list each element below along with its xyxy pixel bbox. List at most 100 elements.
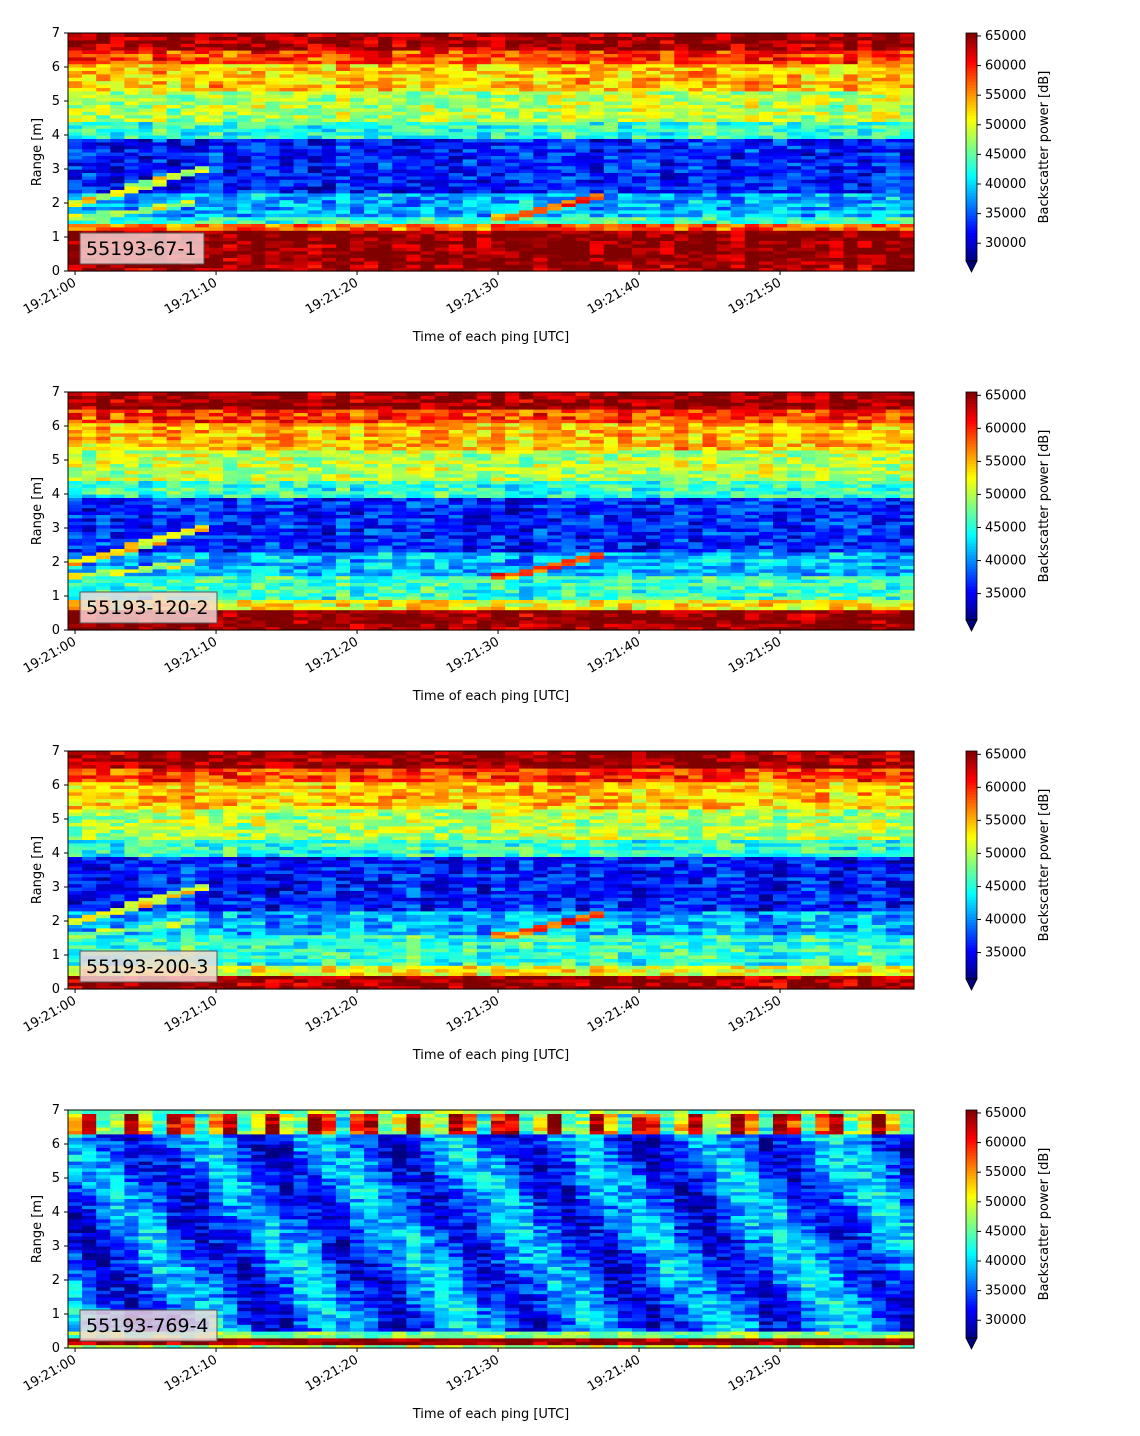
heatmap-cell (138, 223, 154, 228)
heatmap-cell (378, 107, 393, 112)
heatmap-cell (321, 175, 337, 180)
heatmap-cell (392, 199, 407, 204)
heatmap-cell (476, 155, 492, 160)
heatmap-cell (632, 101, 647, 105)
heatmap-cell (110, 226, 125, 231)
heatmap-cell (265, 267, 281, 272)
heatmap-cell (68, 121, 83, 126)
heatmap-cell (392, 94, 407, 99)
heatmap-cell (307, 216, 323, 221)
heatmap-cell (335, 39, 351, 44)
heatmap-cell (237, 77, 252, 82)
heatmap-cell (420, 169, 436, 173)
heatmap-cell (660, 203, 675, 207)
heatmap-cell (279, 158, 295, 163)
heatmap-cell (166, 60, 182, 65)
heatmap-cell (702, 264, 718, 269)
heatmap-cell (702, 196, 718, 201)
heatmap-cell (110, 155, 125, 160)
heatmap-cell (392, 121, 407, 126)
heatmap-cell (561, 111, 577, 116)
heatmap-cell (293, 233, 309, 238)
heatmap-cell (223, 114, 238, 119)
heatmap-cell (702, 257, 718, 262)
heatmap-cell (237, 247, 252, 252)
heatmap-cell (180, 179, 196, 184)
heatmap-cell (335, 33, 351, 37)
heatmap-cell (194, 124, 210, 129)
heatmap-cell (519, 67, 534, 71)
heatmap-cell (378, 162, 393, 167)
heatmap-cell (110, 70, 125, 75)
heatmap-cell (209, 260, 224, 265)
heatmap-cell (646, 172, 661, 177)
heatmap-cell (335, 158, 351, 163)
heatmap-cell (758, 131, 774, 136)
heatmap-cell (448, 121, 464, 126)
heatmap-cell (237, 56, 252, 61)
heatmap-cell (293, 264, 309, 269)
heatmap-cell (68, 90, 83, 95)
heatmap-cell (279, 43, 295, 48)
heatmap-cell (420, 254, 436, 258)
heatmap-cell (209, 152, 224, 156)
heatmap-cell (82, 453, 97, 458)
heatmap-cell (293, 230, 309, 235)
heatmap-cell (491, 250, 506, 255)
heatmap-cell (420, 240, 436, 245)
heatmap-cell (688, 179, 704, 184)
heatmap-cell (335, 237, 351, 241)
heatmap-cell (617, 107, 633, 112)
heatmap-cell (293, 182, 309, 187)
heatmap-cell (519, 158, 534, 163)
heatmap-cell (265, 213, 281, 218)
heatmap-cell (702, 158, 718, 163)
heatmap-cell (674, 138, 689, 143)
heatmap-cell (251, 152, 266, 156)
heatmap-cell (68, 63, 83, 68)
heatmap-cell (660, 186, 675, 190)
heatmap-cell (505, 175, 520, 180)
heatmap-cell (392, 46, 407, 51)
heatmap-cell (462, 247, 478, 252)
heatmap-cell (251, 175, 266, 180)
heatmap-cell (335, 36, 351, 41)
heatmap-cell (406, 267, 422, 272)
heatmap-cell (152, 392, 168, 396)
heatmap-cell (279, 155, 295, 160)
heatmap-cell (194, 43, 210, 48)
heatmap-cell (392, 111, 407, 116)
heatmap-cell (730, 158, 746, 163)
heatmap-cell (110, 169, 125, 173)
heatmap-cell (829, 264, 845, 269)
heatmap-cell (533, 80, 548, 85)
heatmap-cell (758, 216, 774, 221)
heatmap-cell (688, 172, 704, 177)
heatmap-cell (321, 152, 337, 156)
heatmap-cell (392, 250, 407, 255)
heatmap-cell (364, 77, 379, 82)
heatmap-cell (335, 118, 351, 122)
heatmap-cell (702, 209, 718, 214)
heatmap-cell (617, 196, 633, 201)
heatmap-cell (138, 175, 154, 180)
heatmap-cell (434, 175, 450, 180)
heatmap-cell (575, 39, 591, 44)
heatmap-cell (589, 165, 605, 170)
heatmap-cell (547, 77, 563, 82)
heatmap-cell (166, 226, 182, 231)
heatmap-cell (547, 213, 563, 218)
heatmap-cell (194, 135, 210, 139)
heatmap-cell (843, 226, 859, 231)
heatmap-cell (646, 182, 661, 187)
heatmap-cell (448, 73, 464, 78)
y-tick-label: 0 (52, 264, 60, 279)
heatmap-cell (519, 179, 534, 184)
heatmap-cell (617, 257, 633, 262)
heatmap-cell (632, 189, 647, 194)
heatmap-cell (392, 90, 407, 95)
heatmap-cell (279, 216, 295, 221)
heatmap-cell (575, 87, 591, 92)
heatmap-cell (632, 111, 647, 116)
heatmap-cell (561, 162, 577, 167)
